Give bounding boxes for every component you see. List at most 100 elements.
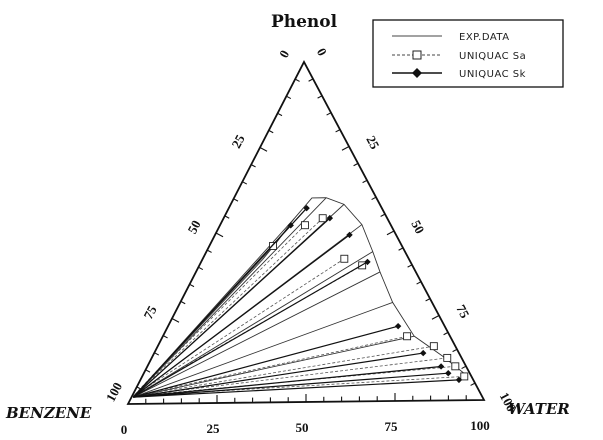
legend-marker-sk [412,68,422,78]
tick-left-18 [286,95,292,100]
sk-marker-1 [445,370,452,377]
tick-right-15 [341,146,350,151]
tick-left-19 [294,78,300,82]
sa-tie-line-6 [133,258,345,397]
sa-tie-line-8 [133,224,306,397]
tick-left-3 [154,352,160,356]
tick-right-19 [308,78,314,82]
legend-label-exp: EXP.DATA [459,32,510,43]
tick-right-14 [353,162,359,167]
sa-tie-line-4 [133,335,408,397]
tick-label-left-1: 75 [140,303,160,322]
sk-marker-5 [364,258,371,266]
sa-tie-line-2 [133,357,448,397]
sk-tie-line-6 [132,234,350,398]
exp-tie-line-1 [133,301,393,398]
tick-left-13 [242,181,248,185]
exp-tie-line-2 [133,271,381,398]
tick-right-7 [416,281,422,285]
sa-tie-line-7 [133,217,323,397]
tick-label-bottom-1: 25 [207,421,221,436]
sk-marker-7 [326,214,334,222]
tick-left-9 [206,249,212,253]
tick-right-3 [452,348,458,353]
tick-right-16 [335,129,341,133]
vertex-label-phenol: Phenol [271,12,338,32]
tick-left-4 [162,335,168,339]
sa-marker-1 [451,362,460,371]
tick-left-11 [224,215,230,219]
tick-label-left-0: 100 [103,380,125,404]
sk-marker-4 [394,322,402,330]
tick-right-11 [380,213,386,217]
tick-left-14 [250,164,256,168]
sk-tie-line-7 [132,217,331,398]
legend-box [372,19,564,88]
legend-label-sa: UNIQUAC Sa [459,51,526,62]
tick-label-bottom-3: 75 [385,419,399,434]
legend-label-sk: UNIQUAC Sk [459,69,526,80]
tick-label-bottom-0: 0 [121,422,128,437]
tick-label-bottom-2: 50 [296,420,309,435]
tick-right-10 [386,230,395,236]
sk-marker-0 [455,376,463,384]
tick-right-12 [371,196,377,201]
tick-left-12 [233,198,239,202]
tick-label-right-3: 25 [363,133,383,152]
sk-tie-line-0 [133,379,459,398]
sk-tie-line-2 [133,365,442,398]
tick-label-right-2: 50 [408,218,427,237]
tick-left-15 [259,147,268,152]
tick-label-right-1: 75 [453,302,473,321]
sk-tie-line-1 [133,372,449,398]
exp-tie-line-0 [133,335,415,398]
sk-marker-6 [346,231,353,239]
sk-tie-line-4 [133,325,399,398]
sa-marker-0 [460,372,469,381]
legend: EXP.DATA UNIQUAC Sa UNIQUAC Sk [372,19,564,88]
legend-marker-sa [412,50,422,60]
tick-right-9 [398,247,404,251]
tick-label-right-4: 0 [314,45,330,58]
tick-label-left-2: 50 [184,218,203,237]
sa-marker-3 [429,342,438,351]
vertex-label-water: WATER [508,400,570,418]
sk-tie-line-3 [133,352,424,398]
sk-tie-line-5 [132,261,368,398]
tick-left-17 [277,112,283,117]
tick-right-13 [362,179,368,184]
tick-right-8 [407,264,413,268]
tick-left-5 [171,318,180,323]
tick-right-4 [443,331,449,336]
tick-left-2 [145,369,151,373]
tick-left-10 [215,232,224,238]
sk-marker-8 [303,204,310,212]
tick-label-bottom-4: 100 [470,418,490,433]
tick-label-left-3: 25 [228,132,248,151]
sa-marker-2 [443,353,452,362]
tick-right-2 [461,365,467,370]
sa-marker-9 [269,242,277,250]
tick-right-5 [431,315,440,320]
tick-left-8 [198,266,204,271]
tick-right-6 [425,298,431,302]
sa-tie-line-3 [133,345,434,397]
sk-tie-line-9 [132,224,292,398]
tick-right-1 [470,382,476,386]
sa-marker-7 [318,214,327,223]
sa-marker-8 [301,221,309,230]
sk-marker-2 [437,363,445,370]
series-uniquac-sk [132,204,463,398]
tick-marks [136,78,476,404]
sa-marker-6 [340,254,349,263]
vertex-label-benzene: BENZENE [5,404,92,422]
tick-left-6 [180,300,186,305]
tick-right-17 [326,112,332,116]
tick-left-7 [189,283,195,288]
tick-left-16 [268,129,274,134]
sk-marker-9 [287,222,294,229]
sk-marker-3 [420,349,427,357]
tick-right-18 [317,95,323,99]
tick-label-left-4: 0 [276,47,292,60]
